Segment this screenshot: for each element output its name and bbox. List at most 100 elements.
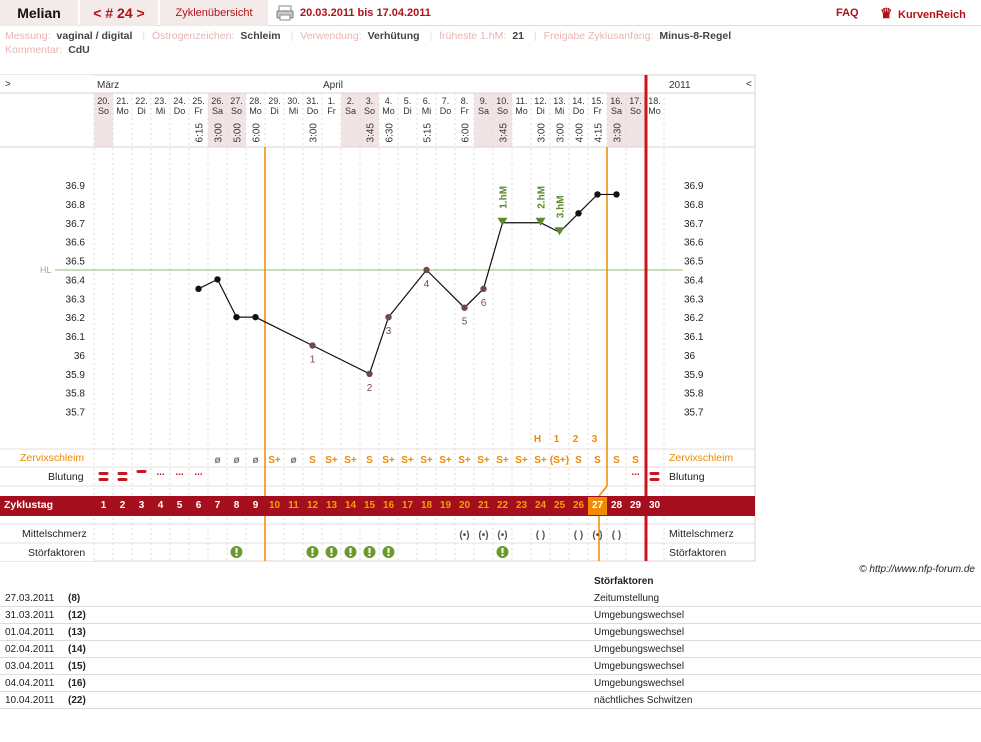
temperature-point (594, 191, 601, 198)
hm-marker (535, 217, 546, 226)
weekend-shade (626, 93, 645, 147)
day-weekday: Do (573, 106, 585, 116)
day-weekday: Mo (382, 106, 395, 116)
day-date: 13. (553, 96, 566, 106)
row-desc: nächtliches Schwitzen (594, 695, 693, 706)
zervix-symbol: S+ (515, 455, 528, 466)
zyklustag-cell: 23 (515, 500, 528, 511)
y-tick-right: 36.5 (684, 257, 704, 268)
mittelschmerz-symbol: (•) (478, 530, 488, 541)
row-date: 02.04.2011 (5, 644, 55, 655)
day-date: 14. (572, 96, 585, 106)
row-desc: Umgebungswechsel (594, 644, 685, 655)
blutung-spotting: ... (631, 467, 640, 478)
measure-time: 3:45 (499, 123, 510, 143)
y-tick-left: 36.7 (66, 219, 86, 230)
copyright-footnote[interactable]: © http://www.nfp-forum.de (859, 564, 975, 575)
zervix-symbol: S (309, 455, 316, 466)
zervix-symbol: S (594, 455, 601, 466)
day-weekday: Di (137, 106, 146, 116)
faq-link[interactable]: FAQ (836, 7, 859, 19)
oestrogen-label: Östrogenzeichen: (152, 30, 235, 42)
day-weekday: Do (440, 106, 452, 116)
print-icon[interactable] (276, 5, 294, 21)
day-date: 7. (442, 96, 450, 106)
hm-label: 2.hM (537, 186, 548, 209)
zyklustag-bar (0, 496, 755, 516)
day-date: 20. (97, 96, 110, 106)
zyklustag-cell: 20 (458, 500, 471, 511)
blutung-spotting: ... (175, 467, 184, 478)
temperature-point (195, 285, 202, 293)
mittelschmerz-symbol: ( ) (574, 530, 583, 541)
day-weekday: Mo (515, 106, 528, 116)
mittelschmerz-symbol: (•) (592, 530, 602, 541)
month-label: März (97, 80, 119, 91)
row-day: (8) (68, 593, 81, 604)
y-tick-left: 36.1 (66, 332, 86, 343)
y-tick-left: 36.4 (66, 275, 86, 286)
stoerfaktor-icon-mark (235, 548, 238, 553)
measure-time: 6:00 (461, 123, 472, 143)
zyklustag-cell: 29 (629, 500, 642, 511)
row-day: (16) (68, 678, 86, 689)
stoerfaktoren-label-left: Störfaktoren (28, 547, 86, 559)
y-tick-left: 36.2 (66, 313, 86, 324)
day-date: 11. (516, 96, 528, 106)
weekend-shade (208, 93, 227, 147)
y-tick-left: 36.3 (66, 294, 86, 305)
temperature-point (480, 285, 487, 293)
month-label: April (323, 80, 343, 91)
row-day: (12) (68, 610, 86, 621)
zervix-symbol: ø (233, 455, 240, 466)
table-row: 02.04.2011 (14) Umgebungswechsel (0, 641, 981, 658)
day-weekday: Mo (249, 106, 262, 116)
weekend-shade (94, 93, 113, 147)
stoerfaktor-icon-mark (368, 548, 371, 553)
zyklustag-cell: 6 (195, 500, 202, 511)
brand-logo[interactable]: ♛ KurvenReich (880, 0, 980, 26)
zyklustag-cell: 14 (344, 500, 357, 511)
zyklustag-cell: 10 (268, 500, 281, 511)
day-date: 30. (287, 96, 300, 106)
table-row: 31.03.2011 (12) Umgebungswechsel (0, 607, 981, 624)
day-date: 16. (610, 96, 623, 106)
zyklustag-cell: 7 (214, 500, 221, 511)
zyklustag-cell: 8 (233, 500, 240, 511)
zyklustag-cell: 1 (100, 500, 107, 511)
zervix-symbol: S+ (268, 455, 281, 466)
user-name[interactable]: Melian (0, 0, 78, 26)
blutung-strong (649, 472, 660, 475)
messung-value: vaginal / digital (56, 30, 133, 42)
zyklustag-cell: 3 (138, 500, 145, 511)
stoerfaktor-icon-mark (311, 548, 314, 553)
temperature-point (385, 313, 392, 321)
day-weekday: Mi (555, 106, 565, 116)
zervix-symbol: S+ (458, 455, 471, 466)
temperature-point (233, 313, 240, 321)
count-label: 1 (310, 354, 316, 365)
blutung-label-left: Blutung (48, 471, 84, 483)
temperature-point (423, 266, 430, 274)
temperature-point (461, 304, 468, 311)
day-weekday: Fr (327, 106, 336, 116)
blutung-strong (98, 478, 109, 481)
mittelschmerz-symbol: (•) (459, 530, 469, 541)
zyklustag-cell: 21 (477, 500, 490, 511)
cycle-navigation[interactable]: < # 24 > (80, 0, 158, 26)
row-date: 31.03.2011 (5, 610, 55, 621)
day-date: 22. (135, 96, 148, 106)
day-weekday: Sa (478, 106, 489, 116)
weekend-shade (227, 93, 246, 147)
top-bar: Melian < # 24 > Zyklenübersicht 20.03.20… (0, 0, 981, 26)
blutung-label-right: Blutung (669, 471, 705, 483)
count-label: 6 (481, 298, 487, 309)
zyklustag-cell: 18 (420, 500, 433, 511)
day-weekday: So (98, 106, 109, 116)
year-label: 2011 (669, 80, 691, 91)
day-weekday: So (231, 106, 242, 116)
nav-left-icon: > (5, 79, 11, 90)
blutung-strong (117, 478, 128, 481)
freigabe-label: Freigabe Zyklusanfang: (543, 30, 654, 42)
tab-cycle-overview[interactable]: Zyklenübersicht (160, 0, 268, 26)
